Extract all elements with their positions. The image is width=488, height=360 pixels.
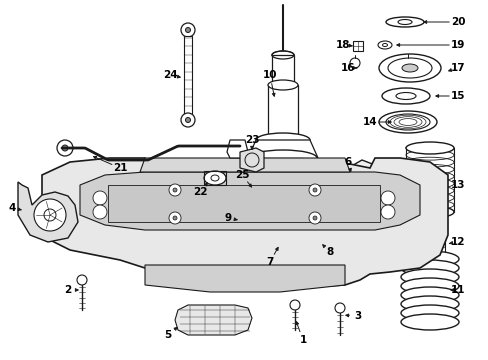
Bar bbox=[183, 36, 192, 116]
Polygon shape bbox=[331, 215, 369, 248]
Text: 8: 8 bbox=[325, 247, 333, 257]
Text: 17: 17 bbox=[450, 63, 465, 73]
Circle shape bbox=[380, 205, 394, 219]
Text: 7: 7 bbox=[266, 257, 273, 267]
Ellipse shape bbox=[400, 305, 458, 321]
Circle shape bbox=[342, 190, 348, 196]
Circle shape bbox=[181, 113, 195, 127]
Circle shape bbox=[169, 184, 181, 196]
Circle shape bbox=[312, 188, 316, 192]
Polygon shape bbox=[42, 158, 447, 290]
Polygon shape bbox=[145, 265, 345, 292]
Polygon shape bbox=[226, 140, 247, 158]
Circle shape bbox=[173, 188, 177, 192]
Ellipse shape bbox=[271, 51, 293, 59]
Text: 21: 21 bbox=[113, 163, 127, 173]
Text: 12: 12 bbox=[450, 237, 464, 247]
Bar bbox=[414, 232, 444, 256]
Bar bbox=[271, 55, 293, 85]
Polygon shape bbox=[80, 172, 419, 230]
Text: 15: 15 bbox=[450, 91, 464, 101]
Circle shape bbox=[354, 202, 360, 208]
Circle shape bbox=[169, 212, 181, 224]
Ellipse shape bbox=[248, 150, 316, 166]
Text: 6: 6 bbox=[344, 157, 351, 167]
Ellipse shape bbox=[256, 133, 309, 147]
Polygon shape bbox=[331, 160, 381, 222]
Circle shape bbox=[308, 184, 320, 196]
Circle shape bbox=[312, 216, 316, 220]
Text: 9: 9 bbox=[224, 213, 231, 223]
Polygon shape bbox=[164, 215, 345, 244]
Circle shape bbox=[354, 178, 360, 184]
Bar bbox=[263, 158, 303, 188]
Text: 2: 2 bbox=[64, 285, 71, 295]
Circle shape bbox=[341, 177, 373, 209]
Circle shape bbox=[308, 212, 320, 224]
Polygon shape bbox=[108, 185, 379, 222]
Ellipse shape bbox=[400, 314, 458, 330]
Circle shape bbox=[342, 222, 362, 242]
Text: 24: 24 bbox=[163, 70, 177, 80]
Circle shape bbox=[366, 190, 372, 196]
Text: 20: 20 bbox=[450, 17, 464, 27]
Text: 19: 19 bbox=[450, 40, 464, 50]
Circle shape bbox=[57, 140, 73, 156]
Text: 13: 13 bbox=[450, 180, 464, 190]
Ellipse shape bbox=[400, 278, 458, 294]
Ellipse shape bbox=[405, 142, 453, 154]
Circle shape bbox=[380, 191, 394, 205]
Circle shape bbox=[181, 23, 195, 37]
Ellipse shape bbox=[414, 250, 444, 262]
Polygon shape bbox=[140, 158, 349, 172]
Polygon shape bbox=[18, 182, 78, 242]
Text: 10: 10 bbox=[262, 70, 277, 80]
Ellipse shape bbox=[400, 251, 458, 267]
Text: 23: 23 bbox=[244, 135, 259, 145]
Ellipse shape bbox=[263, 183, 303, 193]
Text: 14: 14 bbox=[362, 117, 377, 127]
Ellipse shape bbox=[267, 80, 297, 90]
Polygon shape bbox=[175, 305, 251, 335]
Circle shape bbox=[327, 222, 347, 242]
Ellipse shape bbox=[400, 287, 458, 303]
Text: 4: 4 bbox=[8, 203, 16, 213]
Text: 3: 3 bbox=[354, 311, 361, 321]
Ellipse shape bbox=[400, 269, 458, 285]
Circle shape bbox=[93, 191, 107, 205]
Text: 18: 18 bbox=[335, 40, 349, 50]
Circle shape bbox=[185, 27, 190, 32]
Polygon shape bbox=[240, 148, 264, 172]
Circle shape bbox=[62, 145, 68, 151]
Bar bbox=[352, 41, 362, 51]
Ellipse shape bbox=[400, 296, 458, 312]
Ellipse shape bbox=[401, 64, 417, 72]
Polygon shape bbox=[247, 140, 317, 158]
Text: 1: 1 bbox=[299, 335, 306, 345]
Bar bbox=[267, 85, 297, 140]
Ellipse shape bbox=[405, 206, 453, 218]
Circle shape bbox=[185, 117, 190, 122]
Circle shape bbox=[93, 205, 107, 219]
Text: 16: 16 bbox=[340, 63, 354, 73]
Circle shape bbox=[173, 216, 177, 220]
Ellipse shape bbox=[414, 226, 444, 238]
Ellipse shape bbox=[203, 171, 225, 185]
Text: 5: 5 bbox=[164, 330, 171, 340]
Text: 11: 11 bbox=[450, 285, 464, 295]
Text: 22: 22 bbox=[192, 187, 207, 197]
Circle shape bbox=[34, 199, 66, 231]
Text: 25: 25 bbox=[234, 170, 249, 180]
Ellipse shape bbox=[400, 260, 458, 276]
Circle shape bbox=[161, 218, 189, 246]
Bar bbox=[203, 171, 225, 185]
